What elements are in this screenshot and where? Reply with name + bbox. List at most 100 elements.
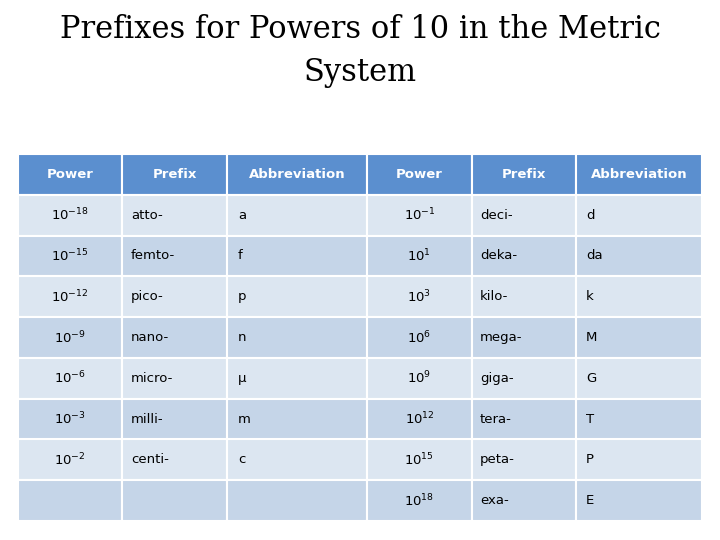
Text: p: p — [238, 290, 246, 303]
Bar — [122, 399, 227, 440]
Bar — [367, 358, 472, 399]
Bar — [122, 154, 227, 195]
Text: nano-: nano- — [131, 331, 169, 344]
Bar — [367, 399, 472, 440]
Bar — [18, 317, 122, 358]
Bar — [576, 276, 702, 317]
Text: f: f — [238, 249, 243, 262]
Bar — [472, 276, 576, 317]
Text: pico-: pico- — [131, 290, 163, 303]
Text: μ: μ — [238, 372, 246, 385]
Text: a: a — [238, 208, 246, 221]
Bar — [227, 358, 367, 399]
Text: mega-: mega- — [480, 331, 523, 344]
Text: $10^{3}$: $10^{3}$ — [408, 288, 431, 305]
Text: n: n — [238, 331, 246, 344]
Bar — [122, 235, 227, 276]
Bar — [576, 195, 702, 235]
Bar — [576, 480, 702, 521]
Bar — [18, 440, 122, 480]
Bar — [472, 154, 576, 195]
Text: peta-: peta- — [480, 454, 515, 467]
Bar — [122, 440, 227, 480]
Bar — [472, 195, 576, 235]
Text: Prefix: Prefix — [502, 168, 546, 181]
Bar — [227, 276, 367, 317]
Text: exa-: exa- — [480, 494, 509, 507]
Bar — [367, 195, 472, 235]
Bar — [122, 317, 227, 358]
Text: $10^{-1}$: $10^{-1}$ — [403, 207, 436, 224]
Bar — [18, 195, 122, 235]
Text: Prefix: Prefix — [153, 168, 197, 181]
Text: M: M — [586, 331, 598, 344]
Bar — [472, 480, 576, 521]
Bar — [472, 440, 576, 480]
Bar — [367, 276, 472, 317]
Bar — [227, 440, 367, 480]
Text: $10^{9}$: $10^{9}$ — [408, 370, 431, 387]
Bar — [472, 358, 576, 399]
Bar — [227, 235, 367, 276]
Bar — [18, 276, 122, 317]
Bar — [367, 317, 472, 358]
Text: k: k — [586, 290, 594, 303]
Text: Abbreviation: Abbreviation — [590, 168, 688, 181]
Text: P: P — [586, 454, 594, 467]
Bar — [367, 235, 472, 276]
Text: $10^{-6}$: $10^{-6}$ — [54, 370, 86, 387]
Text: $10^{-12}$: $10^{-12}$ — [51, 288, 89, 305]
Text: $10^{15}$: $10^{15}$ — [405, 451, 434, 468]
Text: Abbreviation: Abbreviation — [248, 168, 346, 181]
Bar — [18, 399, 122, 440]
Bar — [122, 480, 227, 521]
Bar — [227, 399, 367, 440]
Bar — [576, 154, 702, 195]
Text: atto-: atto- — [131, 208, 163, 221]
Text: System: System — [303, 57, 417, 87]
Bar — [122, 195, 227, 235]
Text: m: m — [238, 413, 251, 426]
Bar — [367, 154, 472, 195]
Text: giga-: giga- — [480, 372, 513, 385]
Text: $10^{-2}$: $10^{-2}$ — [55, 451, 86, 468]
Text: deci-: deci- — [480, 208, 513, 221]
Text: $10^{-3}$: $10^{-3}$ — [54, 411, 86, 427]
Text: Power: Power — [47, 168, 94, 181]
Bar — [227, 195, 367, 235]
Bar — [576, 399, 702, 440]
Text: c: c — [238, 454, 246, 467]
Text: $10^{-15}$: $10^{-15}$ — [51, 248, 89, 264]
Text: deka-: deka- — [480, 249, 517, 262]
Text: $10^{12}$: $10^{12}$ — [405, 411, 434, 427]
Bar — [367, 480, 472, 521]
Bar — [576, 440, 702, 480]
Bar — [227, 154, 367, 195]
Text: $10^{-18}$: $10^{-18}$ — [51, 207, 89, 224]
Text: femto-: femto- — [131, 249, 175, 262]
Text: milli-: milli- — [131, 413, 163, 426]
Bar — [576, 235, 702, 276]
Bar — [472, 235, 576, 276]
Text: kilo-: kilo- — [480, 290, 508, 303]
Text: Power: Power — [396, 168, 443, 181]
Bar — [472, 399, 576, 440]
Text: $10^{-9}$: $10^{-9}$ — [54, 329, 86, 346]
Text: tera-: tera- — [480, 413, 512, 426]
Bar — [18, 235, 122, 276]
Text: micro-: micro- — [131, 372, 173, 385]
Bar — [18, 358, 122, 399]
Bar — [18, 154, 122, 195]
Bar — [227, 317, 367, 358]
Bar — [122, 276, 227, 317]
Bar — [576, 358, 702, 399]
Bar — [472, 317, 576, 358]
Bar — [18, 480, 122, 521]
Text: $10^{1}$: $10^{1}$ — [408, 248, 431, 264]
Text: E: E — [586, 494, 594, 507]
Text: centi-: centi- — [131, 454, 168, 467]
Bar — [122, 358, 227, 399]
Bar — [367, 440, 472, 480]
Text: $10^{18}$: $10^{18}$ — [405, 492, 434, 509]
Text: da: da — [586, 249, 603, 262]
